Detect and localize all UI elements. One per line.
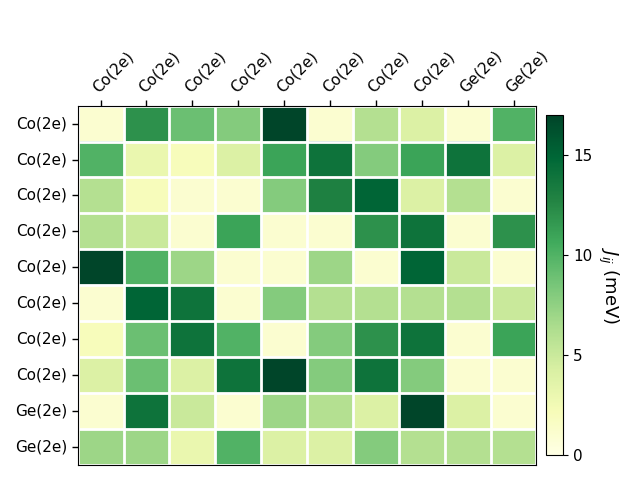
Y-axis label: $J_{ij}$ (meV): $J_{ij}$ (meV) <box>596 247 620 324</box>
